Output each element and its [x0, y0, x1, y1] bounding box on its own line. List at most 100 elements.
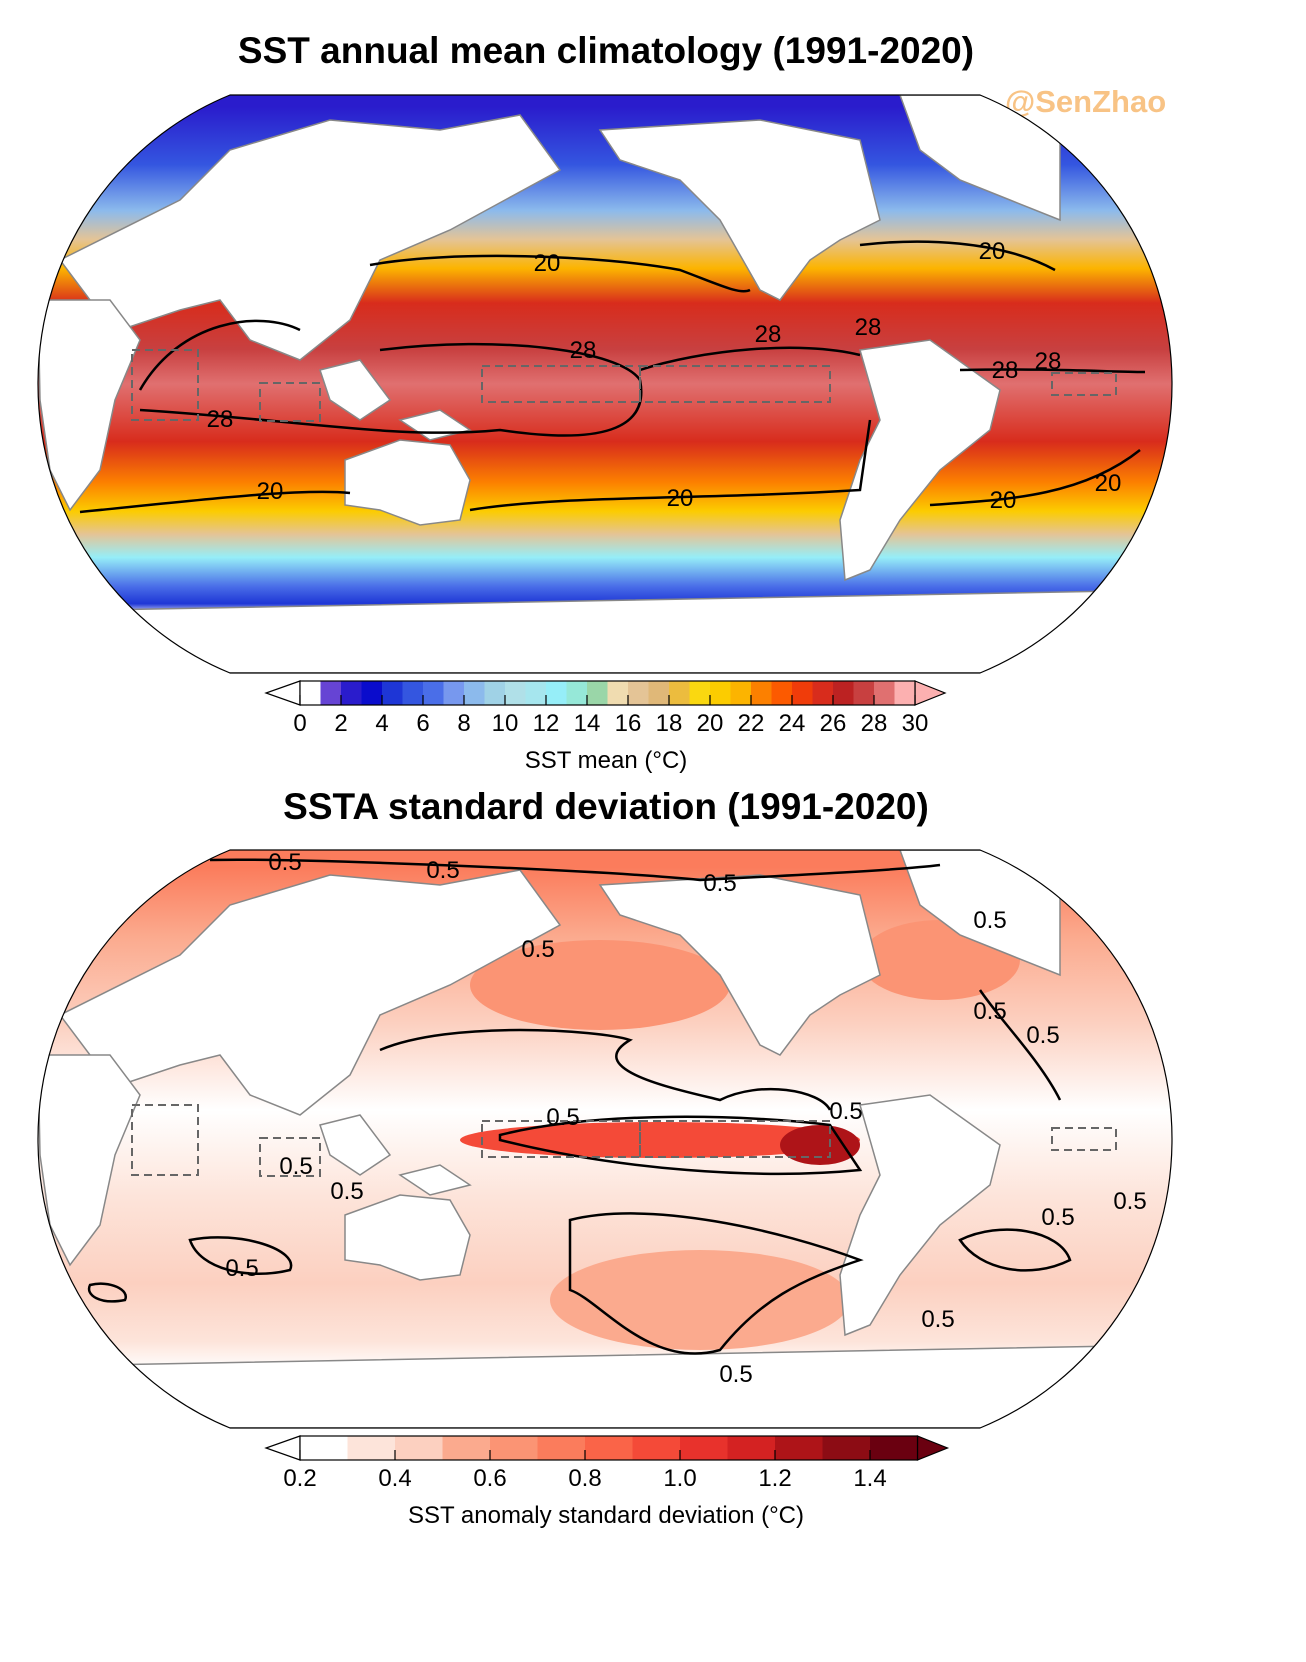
colorbar-bin: [853, 681, 875, 705]
colorbar-tick-label: 26: [820, 710, 847, 737]
contour-label: 0.5: [719, 1361, 752, 1388]
colorbar-tick-label: 20: [697, 710, 724, 737]
sst-mean-map: [38, 95, 1172, 673]
contour-labels-panel1: 20 20 20 20 20 20 28 28 28 28 28 28: [207, 238, 1122, 514]
colorbar-bin: [484, 681, 506, 705]
colorbar-bin: [442, 1436, 491, 1460]
colorbar-tick-label: 4: [375, 710, 388, 737]
colorbar-bin: [751, 681, 772, 705]
panel2-title: SSTA standard deviation (1991-2020): [283, 786, 929, 827]
contour-label: 20: [979, 238, 1006, 265]
contour-label: 28: [207, 406, 234, 433]
colorbar-bin: [775, 1436, 823, 1460]
colorbar-bin: [648, 681, 670, 705]
colorbar-bin: [680, 1436, 728, 1460]
colorbar-bin: [792, 681, 813, 705]
colorbar-tick-label: 10: [492, 710, 519, 737]
contour-label: 0.5: [1026, 1022, 1059, 1049]
colorbar-bin: [347, 1436, 396, 1460]
colorbar-bin: [423, 681, 444, 705]
contour-label: 28: [855, 314, 882, 341]
colorbar-bin: [402, 681, 424, 705]
contour-lines: [87, 858, 1072, 1355]
colorbar-outline: [299, 680, 916, 706]
colorbar-tick-label: 16: [615, 710, 642, 737]
colorbar-bin: [320, 681, 342, 705]
contour-label: 0.5: [225, 1255, 258, 1282]
colorbar-tick-label: 18: [656, 710, 683, 737]
enso-variability: [460, 1122, 860, 1158]
map2-frame: [37, 849, 1173, 1429]
contour-label: 0.5: [426, 857, 459, 884]
colorbar-under-triangle: [264, 680, 301, 706]
colorbar-bin: [382, 681, 403, 705]
region-boxes: [131, 349, 1117, 422]
contour-label: 20: [257, 478, 284, 505]
contour-lines: [79, 240, 1146, 514]
contour-label: 0.5: [521, 936, 554, 963]
contour-label: 0.5: [829, 1098, 862, 1125]
colorbar-bin: [395, 1436, 443, 1460]
contour-label: 28: [570, 337, 597, 364]
contour-label: 28: [992, 357, 1019, 384]
colorbar-tick-label: 8: [457, 710, 470, 737]
colorbar-under-triangle: [264, 1435, 301, 1461]
colorbar-bin: [894, 681, 916, 705]
colorbar-bin: [443, 681, 465, 705]
colorbar-tick-label: 24: [779, 710, 806, 737]
colorbar-bin: [505, 681, 526, 705]
contour-label: 0.5: [973, 907, 1006, 934]
colorbar1-label: SST mean (°C): [524, 747, 688, 774]
colorbar-bin: [833, 681, 854, 705]
contour-label: 28: [755, 321, 782, 348]
colorbar-outline: [299, 1435, 919, 1461]
colorbar-bin: [689, 681, 711, 705]
colorbar-bin: [874, 681, 895, 705]
colorbar-tick-label: 1.2: [758, 1465, 791, 1492]
colorbar-bin: [607, 681, 629, 705]
watermark: @SenZhao: [1005, 84, 1167, 119]
contour-label: 20: [667, 485, 694, 512]
contour-label: 0.5: [279, 1153, 312, 1180]
colorbar-bin: [710, 681, 731, 705]
colorbar-tick-label: 30: [902, 710, 929, 737]
contour-label: 0.5: [973, 998, 1006, 1025]
contour-label: 0.5: [1113, 1188, 1146, 1215]
contour-labels-panel2: 0.5 0.5 0.5 0.5 0.5 0.5 0.5 0.5 0.5 0.5 0.5 0.5 0.5 0…: [225, 849, 1146, 1388]
colorbar-tick-label: 6: [416, 710, 429, 737]
contour-label: 0.5: [268, 849, 301, 876]
contour-label: 20: [990, 487, 1017, 514]
colorbar-tick-label: 0.6: [473, 1465, 506, 1492]
colorbar-bin: [585, 1436, 633, 1460]
colorbar-ssta-std: 0.2 0.4 0.6 0.8 1.0 1.2 1.4: [264, 1435, 950, 1492]
enso-core: [780, 1125, 860, 1165]
ssta-std-map: [38, 850, 1172, 1428]
colorbar-bin: [812, 681, 834, 705]
colorbar-bin: [822, 1436, 871, 1460]
colorbar-tick-label: 14: [574, 710, 601, 737]
colorbar-bin: [525, 681, 547, 705]
contour-label: 20: [1095, 470, 1122, 497]
contour-label: 0.5: [1041, 1204, 1074, 1231]
region-boxes: [131, 1104, 1117, 1177]
colorbar-tick-label: 0.2: [283, 1465, 316, 1492]
colorbar-over-triangle: [916, 1435, 950, 1461]
colorbar-bin: [632, 1436, 681, 1460]
colorbar-bin: [587, 681, 608, 705]
kuroshio-extension: [470, 940, 730, 1030]
colorbar-bin: [727, 1436, 776, 1460]
colorbar-tick-label: 1.0: [663, 1465, 696, 1492]
contour-label: 0.5: [546, 1104, 579, 1131]
colorbar-bin: [300, 681, 321, 705]
contour-label: 0.5: [330, 1178, 363, 1205]
contour-label: 28: [1035, 348, 1062, 375]
colorbar2-label: SST anomaly standard deviation (°C): [407, 1502, 804, 1529]
colorbar-tick-label: 0.4: [378, 1465, 411, 1492]
contour-label: 0.5: [921, 1306, 954, 1333]
colorbar-tick-label: 0: [293, 710, 306, 737]
colorbar-sst-mean: 0 2 4 6 8 10 12 14 16 18 20 22 24 26 28 30: [264, 680, 947, 737]
colorbar-tick-label: 1.4: [853, 1465, 886, 1492]
colorbar-bin: [771, 681, 793, 705]
south-pacific-band: [550, 1250, 850, 1350]
